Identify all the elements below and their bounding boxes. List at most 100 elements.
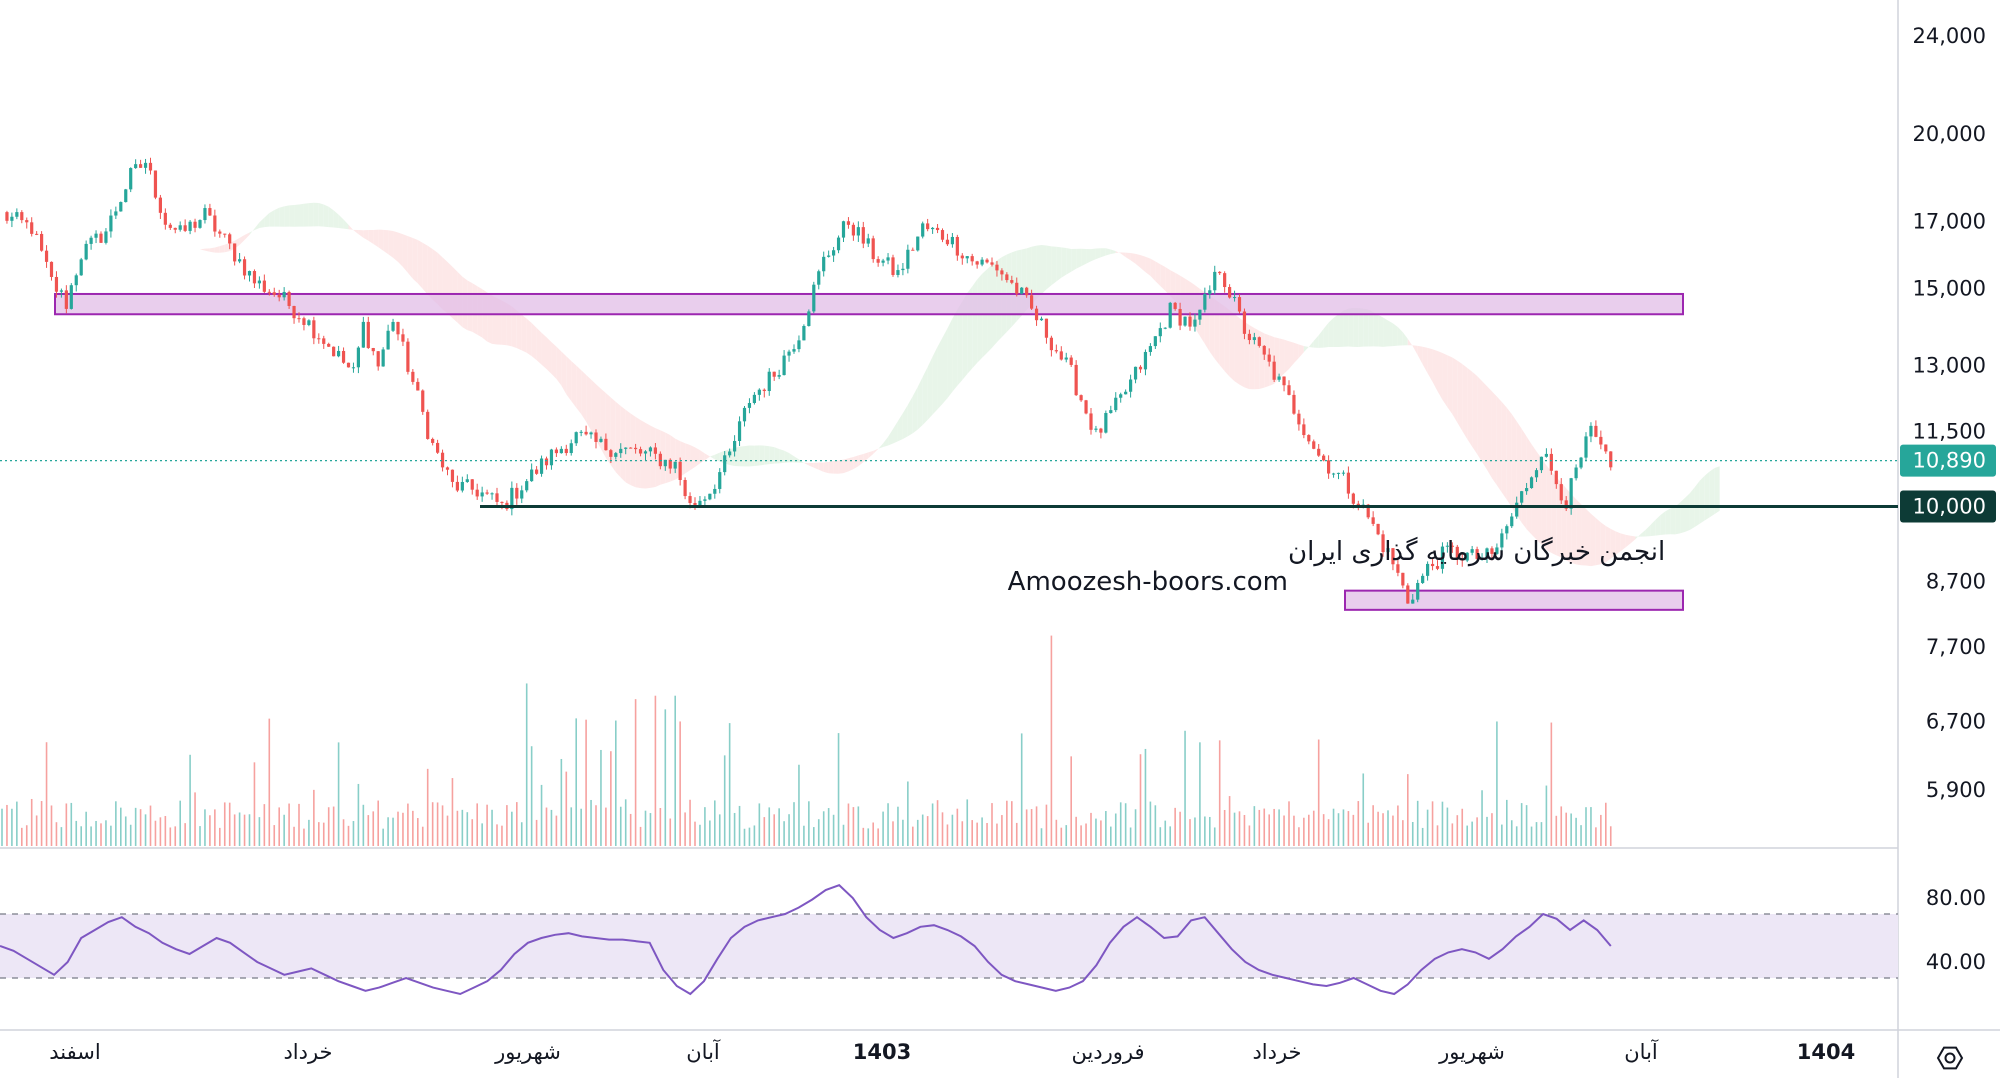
cloud-segment — [1131, 253, 1136, 264]
candle-body — [867, 238, 870, 243]
candle-body — [570, 443, 573, 453]
candle-body — [80, 259, 83, 275]
volume-bar — [739, 806, 741, 846]
cloud-segment — [1096, 248, 1101, 259]
volume-bar — [1249, 825, 1251, 846]
volume-bars — [1, 636, 1611, 846]
candle-body — [787, 352, 790, 356]
candle-body — [1020, 288, 1023, 294]
cloud-segment — [1037, 245, 1042, 299]
candle-body — [1218, 272, 1221, 273]
cloud-segment — [745, 446, 750, 467]
volume-bar — [338, 742, 340, 846]
cloud-segment — [824, 462, 829, 473]
cloud-segment — [586, 375, 591, 431]
cloud-segment — [368, 230, 373, 244]
candle-body — [65, 290, 68, 309]
cloud-segment — [621, 406, 626, 482]
candle-body — [317, 338, 320, 339]
cloud-segment — [353, 230, 358, 234]
candle-body — [1104, 413, 1107, 433]
volume-bar — [427, 769, 429, 846]
cloud-segment — [710, 455, 715, 460]
cloud-segment — [423, 243, 428, 295]
volume-bar — [1585, 807, 1587, 846]
candle-body — [421, 391, 424, 412]
candle-body — [387, 331, 390, 350]
price-tick-label: 6,700 — [1926, 710, 1986, 734]
candle-body — [877, 259, 880, 263]
candle-body — [822, 257, 825, 271]
cloud-segment — [1145, 257, 1150, 276]
cloud-segment — [225, 243, 230, 252]
time-tick-label: خرداد — [1252, 1040, 1301, 1064]
candle-body — [674, 462, 677, 469]
volume-bar — [6, 805, 8, 846]
cloud-segment — [165, 237, 170, 241]
cloud-segment — [1660, 511, 1665, 535]
price-tick-label: 7,700 — [1926, 635, 1986, 659]
candle-body — [966, 256, 969, 258]
volume-bar — [1219, 740, 1221, 846]
cloud-segment — [893, 421, 898, 443]
volume-bar — [1160, 827, 1162, 846]
volume-bar — [353, 821, 355, 846]
cloud-segment — [1066, 248, 1071, 275]
candle-body — [1188, 317, 1191, 327]
candle-body — [377, 351, 380, 366]
ichimoku-cloud — [111, 203, 1720, 566]
candle-body — [184, 225, 187, 231]
volume-bar — [709, 821, 711, 846]
volume-bar — [412, 811, 414, 846]
cloud-segment — [1438, 351, 1443, 400]
volume-bar — [1001, 815, 1003, 846]
volume-bar — [234, 814, 236, 846]
candle-body — [827, 256, 830, 257]
cloud-segment — [883, 437, 888, 447]
volume-bar — [848, 804, 850, 846]
price-tick-label: 17,000 — [1913, 209, 1986, 233]
volume-bar — [858, 806, 860, 846]
volume-bar — [1531, 827, 1533, 846]
volume-bar — [1481, 790, 1483, 846]
volume-bar — [318, 822, 320, 846]
volume-bar — [1036, 806, 1038, 846]
cloud-segment — [264, 213, 269, 227]
volume-bar — [407, 804, 409, 846]
price-axis[interactable]: 24,00020,00017,00015,00013,00011,50010,8… — [1900, 24, 1996, 974]
resistance-zone[interactable] — [55, 294, 1683, 314]
cloud-segment — [403, 234, 408, 273]
cloud-segment — [126, 215, 131, 216]
support-zone[interactable] — [1345, 591, 1683, 610]
candle-body — [545, 458, 548, 465]
cloud-segment — [1121, 252, 1126, 257]
cloud-segment — [1462, 364, 1467, 439]
volume-bar — [1600, 815, 1602, 846]
volume-bar — [907, 781, 909, 846]
volume-bar — [600, 750, 602, 846]
candle-body — [99, 234, 102, 243]
cloud-segment — [358, 230, 363, 238]
candle-body — [1579, 458, 1582, 468]
volume-bar — [110, 826, 112, 846]
cloud-segment — [398, 232, 403, 267]
volume-bar — [729, 723, 731, 846]
cloud-segment — [819, 462, 824, 471]
gear-icon[interactable] — [1938, 1048, 1962, 1069]
volume-bar — [1333, 809, 1335, 846]
candle-body — [778, 375, 781, 377]
cloud-segment — [1398, 327, 1403, 346]
volume-bar — [1422, 828, 1424, 846]
candle-body — [164, 213, 167, 225]
candle-body — [619, 449, 622, 453]
candle-body — [134, 164, 137, 168]
cloud-segment — [1650, 520, 1655, 536]
candle-body — [1555, 471, 1558, 484]
volume-bar — [1120, 802, 1122, 846]
volume-bar — [595, 805, 597, 846]
candle-body — [1099, 429, 1102, 433]
candle-body — [1109, 410, 1112, 413]
volume-bar — [160, 817, 162, 846]
candle-body — [659, 454, 662, 466]
